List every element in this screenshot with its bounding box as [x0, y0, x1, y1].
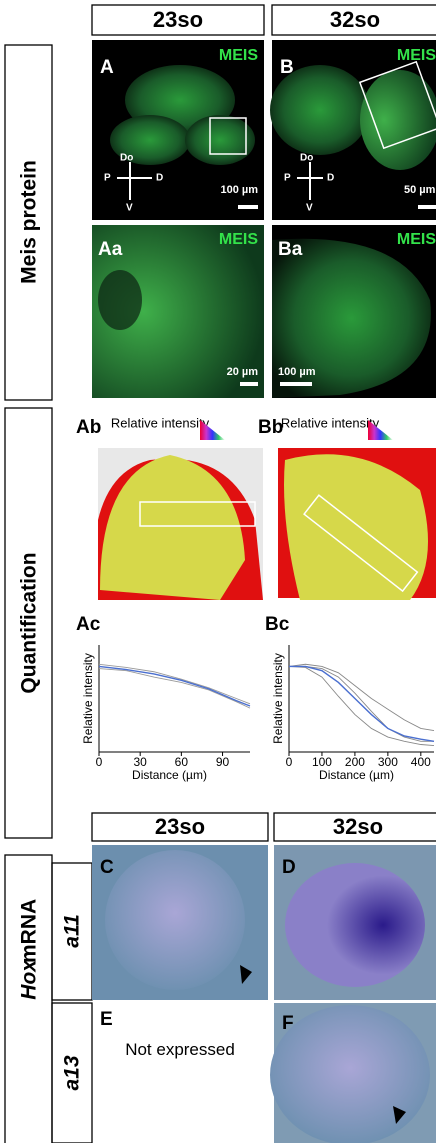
- stain-label: MEIS: [397, 231, 436, 248]
- legend-label: Relative intensity: [281, 415, 380, 430]
- gene-box: [51, 1002, 93, 1143]
- arrowhead: [393, 1106, 406, 1124]
- inset-box: [358, 60, 436, 150]
- gene-label: a11: [61, 914, 84, 947]
- axis-label: Do: [300, 153, 313, 164]
- axis-label: P: [284, 173, 291, 184]
- color-ramp: [200, 420, 225, 440]
- panel-label: D: [282, 857, 296, 878]
- panel-label: Ab: [76, 417, 101, 438]
- legend-label: Relative intensity: [111, 415, 210, 430]
- axis-label: D: [327, 173, 334, 184]
- series-line: [98, 668, 251, 709]
- x-tick-label: 400: [411, 755, 431, 769]
- row-label: Meis protein: [18, 160, 41, 284]
- column-header: 32so: [333, 814, 383, 839]
- panel-label: Bc: [265, 614, 290, 635]
- header-box: [91, 812, 269, 842]
- arrowhead: [240, 965, 252, 984]
- y-axis-label: Relative intensity: [271, 653, 285, 744]
- axis-label: V: [306, 203, 313, 214]
- panel-label: B: [280, 57, 294, 78]
- x-tick-label: 30: [134, 755, 148, 769]
- header-box: [273, 812, 436, 842]
- x-axis-label: Distance (µm): [319, 768, 394, 782]
- column-header: 23so: [155, 814, 205, 839]
- inset-box: [303, 494, 419, 593]
- scale-bar: [238, 205, 258, 209]
- inset-box: [139, 501, 256, 527]
- axis-label: P: [104, 173, 111, 184]
- x-tick-label: 300: [378, 755, 398, 769]
- axis-label: V: [126, 203, 133, 214]
- scale-label: 100 µm: [220, 184, 258, 196]
- tissue: [270, 1005, 430, 1143]
- panel-label: Aa: [98, 239, 123, 260]
- x-tick-label: 60: [175, 755, 189, 769]
- series-line: [289, 665, 435, 742]
- stain-label: MEIS: [219, 47, 258, 64]
- row-label: Quantification: [18, 552, 41, 693]
- column-header: 23so: [153, 7, 203, 32]
- x-tick-label: 90: [216, 755, 230, 769]
- note-box: Not expressed: [125, 1040, 235, 1059]
- y-axis-label: Relative intensity: [81, 653, 95, 744]
- tissue: [98, 270, 142, 330]
- render-tissue: [284, 454, 428, 600]
- x-tick-label: 0: [286, 755, 293, 769]
- row-box: [4, 44, 53, 401]
- tissue: [272, 238, 431, 398]
- tissue: [270, 65, 370, 155]
- inset-box: [209, 117, 247, 155]
- row-label: mRNA: [18, 899, 41, 963]
- panel-label: Ba: [278, 239, 303, 260]
- series-line: [288, 663, 435, 732]
- header-box: [91, 4, 265, 36]
- scale-label: 20 µm: [227, 366, 259, 378]
- x-tick-label: 100: [312, 755, 332, 769]
- header-box: [271, 4, 436, 36]
- panel-label: A: [100, 57, 114, 78]
- axis-label: Do: [120, 153, 133, 164]
- panel-label: C: [100, 857, 114, 878]
- row-label: Hox: [18, 959, 41, 1000]
- panel-label: E: [100, 1009, 113, 1030]
- tissue: [360, 70, 436, 170]
- stain-label: MEIS: [397, 47, 436, 64]
- axis-label: D: [156, 173, 163, 184]
- scale-label: 100 µm: [278, 366, 316, 378]
- render-tissue: [100, 455, 245, 600]
- series-line: [289, 665, 434, 742]
- scale-bar: [280, 382, 312, 386]
- row-box: [4, 407, 53, 839]
- panel-label: Bb: [258, 417, 283, 438]
- color-ramp: [368, 420, 393, 440]
- stain-label: MEIS: [219, 231, 258, 248]
- x-tick-label: 0: [96, 755, 103, 769]
- tissue: [110, 115, 190, 165]
- scale-bar: [418, 205, 436, 209]
- scale-label: 50 µm: [404, 184, 436, 196]
- x-tick-label: 200: [345, 755, 365, 769]
- scale-bar: [240, 382, 258, 386]
- note: Not expressed: [125, 1040, 235, 1059]
- x-axis-label: Distance (µm): [132, 768, 207, 782]
- tissue: [105, 850, 245, 990]
- series-line: [98, 663, 251, 705]
- panel-label: Ac: [76, 614, 101, 635]
- gene-label: a13: [61, 1055, 84, 1090]
- tissue: [285, 863, 425, 987]
- tissue: [185, 115, 255, 165]
- panel-label: F: [282, 1013, 294, 1034]
- series-line: [288, 665, 435, 747]
- column-header: 32so: [330, 7, 380, 32]
- series-line: [98, 665, 251, 707]
